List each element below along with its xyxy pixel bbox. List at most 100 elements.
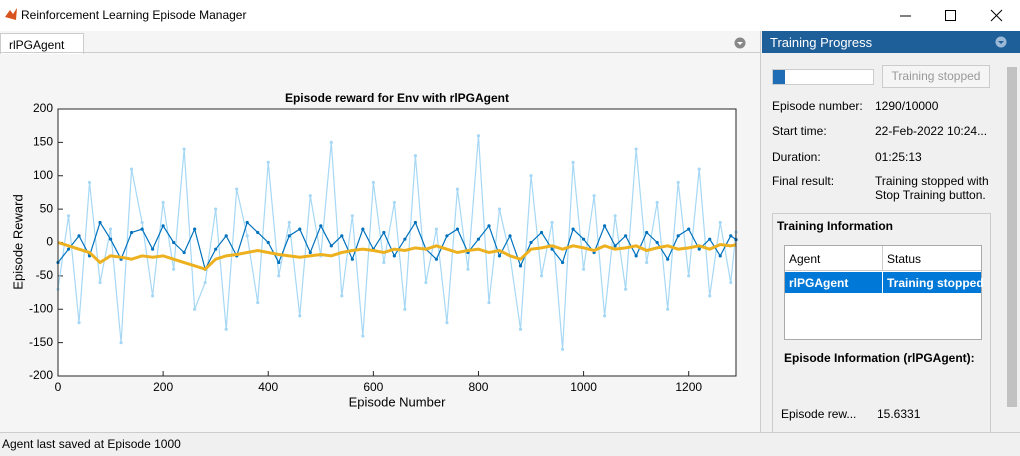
cell[interactable]: rlPGAgent bbox=[789, 276, 849, 290]
window-title: Reinforcement Learning Episode Manager bbox=[21, 8, 247, 22]
tab-menu[interactable] bbox=[734, 37, 746, 49]
point bbox=[634, 147, 638, 151]
point bbox=[245, 234, 249, 238]
point bbox=[687, 274, 691, 278]
point bbox=[424, 280, 428, 285]
point bbox=[203, 280, 207, 285]
point bbox=[676, 234, 680, 238]
point bbox=[392, 200, 396, 205]
point bbox=[718, 220, 722, 225]
point bbox=[508, 234, 512, 238]
panel-header: Training Progress bbox=[762, 31, 1020, 53]
point bbox=[413, 220, 417, 225]
point bbox=[235, 187, 239, 191]
point bbox=[98, 220, 102, 225]
y-tick-label: 200 bbox=[33, 101, 53, 115]
status-bar: Agent last saved at Episode 1000 bbox=[0, 432, 1020, 456]
point bbox=[687, 227, 691, 231]
point bbox=[266, 160, 270, 164]
point bbox=[708, 237, 712, 241]
field-value: 22-Feb-2022 10:24... bbox=[875, 124, 988, 138]
point bbox=[413, 154, 417, 158]
tab[interactable]: rlPGAgent bbox=[0, 33, 84, 54]
point bbox=[182, 250, 186, 255]
info-box: Training Information Agent Status rlPGAg… bbox=[772, 213, 991, 432]
point bbox=[371, 180, 375, 185]
table-header: Agent Status bbox=[785, 246, 981, 271]
point bbox=[571, 227, 575, 231]
point bbox=[329, 140, 333, 144]
side-panel: Training Progress Training stopped Episo… bbox=[762, 31, 1020, 432]
point bbox=[266, 240, 270, 245]
point bbox=[151, 247, 155, 251]
point bbox=[592, 194, 596, 198]
point bbox=[340, 294, 344, 298]
table-row[interactable]: rlPGAgent Training stopped bbox=[785, 272, 984, 293]
point bbox=[350, 257, 354, 261]
point bbox=[161, 224, 165, 228]
field-label: Final result: bbox=[772, 174, 835, 188]
point bbox=[161, 200, 165, 205]
point bbox=[319, 224, 323, 228]
point bbox=[193, 227, 197, 231]
window-controls[interactable] bbox=[890, 0, 1020, 31]
point bbox=[172, 240, 176, 245]
point bbox=[455, 187, 460, 191]
point bbox=[87, 180, 92, 185]
point bbox=[697, 247, 701, 251]
point bbox=[140, 220, 144, 225]
point bbox=[308, 250, 312, 255]
point bbox=[66, 247, 71, 251]
point bbox=[129, 167, 134, 171]
cell[interactable]: Training stopped bbox=[887, 276, 984, 290]
point bbox=[361, 227, 365, 231]
title-bar: Reinforcement Learning Episode Manager bbox=[0, 0, 1020, 31]
column-header: Agent bbox=[789, 252, 821, 266]
y-tick-label: -150 bbox=[29, 335, 53, 349]
point bbox=[487, 300, 491, 305]
point bbox=[129, 230, 134, 235]
point bbox=[77, 321, 81, 325]
y-tick-label: 0 bbox=[46, 235, 53, 249]
point bbox=[603, 224, 607, 228]
point bbox=[613, 244, 617, 248]
point bbox=[434, 257, 439, 261]
point bbox=[298, 314, 302, 318]
point bbox=[445, 321, 449, 325]
point bbox=[624, 234, 628, 238]
point bbox=[245, 220, 249, 225]
point bbox=[529, 174, 533, 178]
point bbox=[708, 294, 712, 298]
status-text: Agent last saved at Episode 1000 bbox=[2, 437, 181, 451]
field-value: 1290/10000 bbox=[875, 99, 939, 113]
point bbox=[550, 247, 554, 251]
point bbox=[66, 214, 71, 218]
panel-menu[interactable] bbox=[995, 36, 1007, 48]
point bbox=[108, 227, 113, 231]
scrollbar[interactable] bbox=[1004, 55, 1020, 432]
point bbox=[645, 260, 649, 265]
point bbox=[403, 237, 407, 241]
point bbox=[119, 341, 123, 345]
x-tick-label: 800 bbox=[468, 380, 488, 394]
point bbox=[676, 180, 680, 185]
point bbox=[256, 300, 260, 305]
field-value: Training stopped with Stop Training butt… bbox=[875, 174, 989, 202]
tab-label[interactable]: rlPGAgent bbox=[9, 38, 65, 52]
point bbox=[403, 307, 407, 311]
x-tick-label: 1000 bbox=[570, 380, 597, 394]
x-tick-label: 400 bbox=[258, 380, 278, 394]
point bbox=[98, 280, 102, 285]
point bbox=[634, 254, 638, 258]
point bbox=[182, 147, 186, 151]
point bbox=[256, 230, 260, 235]
chart-title: Episode reward for Env with rlPGAgent bbox=[285, 91, 509, 105]
field-value: 15.6331 bbox=[877, 407, 921, 421]
point bbox=[287, 234, 291, 238]
point bbox=[518, 327, 523, 331]
point bbox=[645, 230, 649, 235]
point bbox=[718, 254, 722, 258]
point bbox=[350, 214, 354, 218]
point bbox=[550, 220, 554, 225]
